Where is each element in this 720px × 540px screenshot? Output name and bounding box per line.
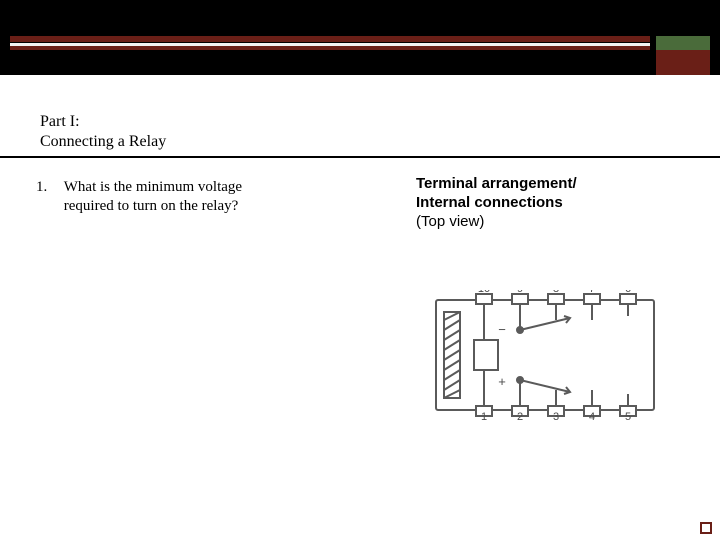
diagram-title-line2: Internal connections	[416, 194, 676, 213]
question-number: 1.	[36, 178, 60, 197]
diagram-title-line1: Terminal arrangement/	[416, 175, 676, 194]
question-item: 1. What is the minimum voltage required …	[36, 178, 276, 216]
pin-label-4: 4	[589, 411, 595, 420]
header-stripe-bottom	[10, 46, 650, 50]
pin-label-2: 2	[517, 411, 523, 420]
section-title-underline	[0, 156, 720, 158]
pin-label-7: 7	[589, 290, 595, 295]
diagram-subtitle: (Top view)	[416, 213, 676, 230]
pin-label-1: 1	[481, 411, 487, 420]
diagram-caption: Terminal arrangement/ Internal connectio…	[416, 175, 676, 230]
header-notch-red	[656, 50, 710, 75]
header-notch-green	[656, 36, 710, 50]
section-title-line1: Part I:	[40, 113, 80, 130]
coil-sign-minus: −	[498, 322, 506, 337]
pin-label-9: 9	[517, 290, 523, 295]
pin-label-10: 10	[478, 290, 490, 295]
section-title-line2: Connecting a Relay	[40, 133, 166, 150]
pin-label-3: 3	[553, 411, 559, 420]
pin-label-6: 6	[625, 290, 631, 295]
section-title: Part I: Connecting a Relay	[40, 112, 166, 152]
question-text: What is the minimum voltage required to …	[64, 178, 264, 216]
header-stripe-top	[10, 36, 650, 42]
pin-label-5: 5	[625, 411, 631, 420]
coil-sign-plus: +	[498, 374, 506, 389]
pin-label-8: 8	[553, 290, 559, 295]
relay-schematic: 10 9 8 7 6 1 2 3 4 5 − +	[430, 290, 660, 420]
slide-corner-icon	[700, 522, 712, 534]
